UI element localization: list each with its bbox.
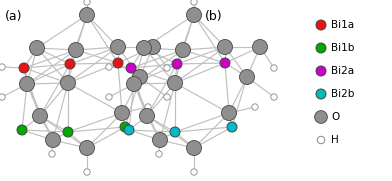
Circle shape <box>167 75 183 90</box>
Circle shape <box>317 136 325 144</box>
Circle shape <box>106 64 112 70</box>
Circle shape <box>152 132 167 148</box>
Circle shape <box>316 43 326 53</box>
Circle shape <box>191 0 197 5</box>
Circle shape <box>218 39 232 54</box>
Circle shape <box>111 39 125 54</box>
Circle shape <box>114 106 129 121</box>
Circle shape <box>65 59 75 69</box>
Circle shape <box>164 65 170 71</box>
Circle shape <box>170 127 180 137</box>
Circle shape <box>191 169 197 175</box>
Circle shape <box>136 41 151 56</box>
Circle shape <box>124 125 134 135</box>
Circle shape <box>271 65 277 71</box>
Circle shape <box>0 64 5 70</box>
Circle shape <box>45 132 60 148</box>
Circle shape <box>172 59 182 69</box>
Circle shape <box>0 94 5 100</box>
Circle shape <box>187 140 201 155</box>
Text: Bi2b: Bi2b <box>331 89 354 99</box>
Circle shape <box>84 0 90 5</box>
Circle shape <box>252 39 267 54</box>
Circle shape <box>240 70 254 85</box>
Circle shape <box>145 39 160 54</box>
Circle shape <box>145 104 151 110</box>
Circle shape <box>221 106 236 121</box>
Circle shape <box>271 94 277 100</box>
Circle shape <box>120 122 130 132</box>
Circle shape <box>220 58 230 68</box>
Circle shape <box>227 122 237 132</box>
Circle shape <box>316 66 326 76</box>
Circle shape <box>316 20 326 30</box>
Circle shape <box>140 108 154 123</box>
Text: (a): (a) <box>5 10 22 23</box>
Circle shape <box>63 127 73 137</box>
Text: (b): (b) <box>205 10 223 23</box>
Circle shape <box>126 63 136 73</box>
Circle shape <box>315 111 327 123</box>
Circle shape <box>80 140 94 155</box>
Circle shape <box>19 63 29 73</box>
Circle shape <box>84 169 90 175</box>
Circle shape <box>187 7 201 22</box>
Circle shape <box>316 89 326 99</box>
Circle shape <box>60 75 76 90</box>
Circle shape <box>69 43 83 58</box>
Text: Bi1b: Bi1b <box>331 43 354 53</box>
Circle shape <box>49 151 55 157</box>
Circle shape <box>132 70 147 85</box>
Text: Bi2a: Bi2a <box>331 66 354 76</box>
Circle shape <box>33 108 47 123</box>
Circle shape <box>113 58 123 68</box>
Circle shape <box>80 7 94 22</box>
Circle shape <box>127 77 142 92</box>
Circle shape <box>164 94 170 100</box>
Text: H: H <box>331 135 339 145</box>
Text: O: O <box>331 112 339 122</box>
Circle shape <box>176 43 191 58</box>
Circle shape <box>106 94 112 100</box>
Circle shape <box>17 125 27 135</box>
Text: Bi1a: Bi1a <box>331 20 354 30</box>
Circle shape <box>29 41 45 56</box>
Circle shape <box>156 151 162 157</box>
Circle shape <box>20 77 34 92</box>
Circle shape <box>252 104 258 110</box>
